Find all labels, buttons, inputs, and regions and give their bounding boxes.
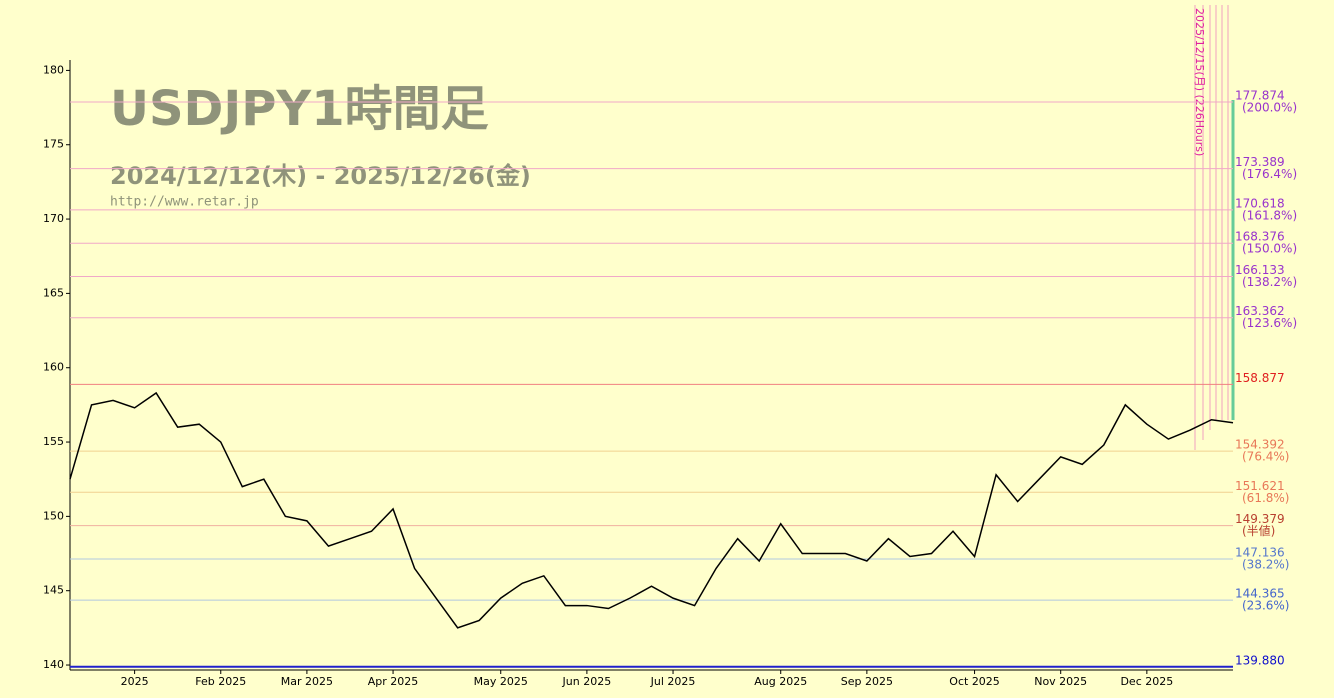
chart-title: USDJPY1時間足 <box>110 81 489 137</box>
level-label: 154.392 <box>1235 438 1285 452</box>
level-label: 147.136 <box>1235 545 1285 559</box>
y-tick-label: 175 <box>43 138 64 151</box>
level-label: 166.133 <box>1235 263 1285 277</box>
x-tick-label: Aug 2025 <box>754 675 807 688</box>
x-tick-label: May 2025 <box>474 675 528 688</box>
price-line <box>69 391 1234 629</box>
level-ratio: (61.8%) <box>1242 491 1289 505</box>
period-lines <box>1194 5 1229 450</box>
x-tick-label: Mar 2025 <box>281 675 333 688</box>
level-ratio: (76.4%) <box>1242 450 1289 464</box>
annotation: 2025/12/15(月) (226Hours) <box>1193 8 1206 156</box>
level-label: 151.621 <box>1235 479 1285 493</box>
y-tick-label: 160 <box>43 361 64 374</box>
level-label: 177.874 <box>1235 89 1285 103</box>
level-label: 139.880 <box>1235 653 1285 667</box>
level-label: 144.365 <box>1235 587 1285 601</box>
level-label: 168.376 <box>1235 230 1285 244</box>
level-ratio: (150.0%) <box>1242 242 1297 256</box>
level-label: 158.877 <box>1235 371 1285 385</box>
y-tick-label: 150 <box>43 509 64 522</box>
x-tick-label: Nov 2025 <box>1034 675 1087 688</box>
x-tick-label: Feb 2025 <box>195 675 246 688</box>
y-tick-label: 155 <box>43 435 64 448</box>
x-tick-label: Jul 2025 <box>650 675 696 688</box>
x-tick-label: 2025 <box>121 675 149 688</box>
level-ratio: (176.4%) <box>1242 167 1297 181</box>
source-url: http://www.retar.jp <box>110 195 259 210</box>
y-tick-label: 140 <box>43 658 64 671</box>
y-tick-label: 145 <box>43 584 64 597</box>
level-ratio: (半値) <box>1242 523 1275 538</box>
x-tick-label: Apr 2025 <box>368 675 419 688</box>
y-tick-label: 165 <box>43 286 64 299</box>
level-ratio: (38.2%) <box>1242 557 1289 571</box>
chart-subtitle: 2024/12/12(木) - 2025/12/26(金) <box>110 162 531 190</box>
y-tick-label: 170 <box>43 212 64 225</box>
level-label: 173.389 <box>1235 155 1285 169</box>
level-ratio: (161.8%) <box>1242 208 1297 222</box>
x-tick-label: Oct 2025 <box>949 675 1000 688</box>
x-tick-label: Sep 2025 <box>841 675 893 688</box>
level-label: 163.362 <box>1235 304 1285 318</box>
level-ratio: (23.6%) <box>1242 599 1289 613</box>
level-ratio: (123.6%) <box>1242 316 1297 330</box>
y-tick-label: 180 <box>43 63 64 76</box>
level-label: 170.618 <box>1235 196 1285 210</box>
level-label: 149.379 <box>1235 512 1285 526</box>
x-tick-label: Dec 2025 <box>1120 675 1173 688</box>
level-ratio: (200.0%) <box>1242 101 1297 115</box>
level-ratio: (138.2%) <box>1242 275 1297 289</box>
x-tick-label: Jun 2025 <box>562 675 612 688</box>
